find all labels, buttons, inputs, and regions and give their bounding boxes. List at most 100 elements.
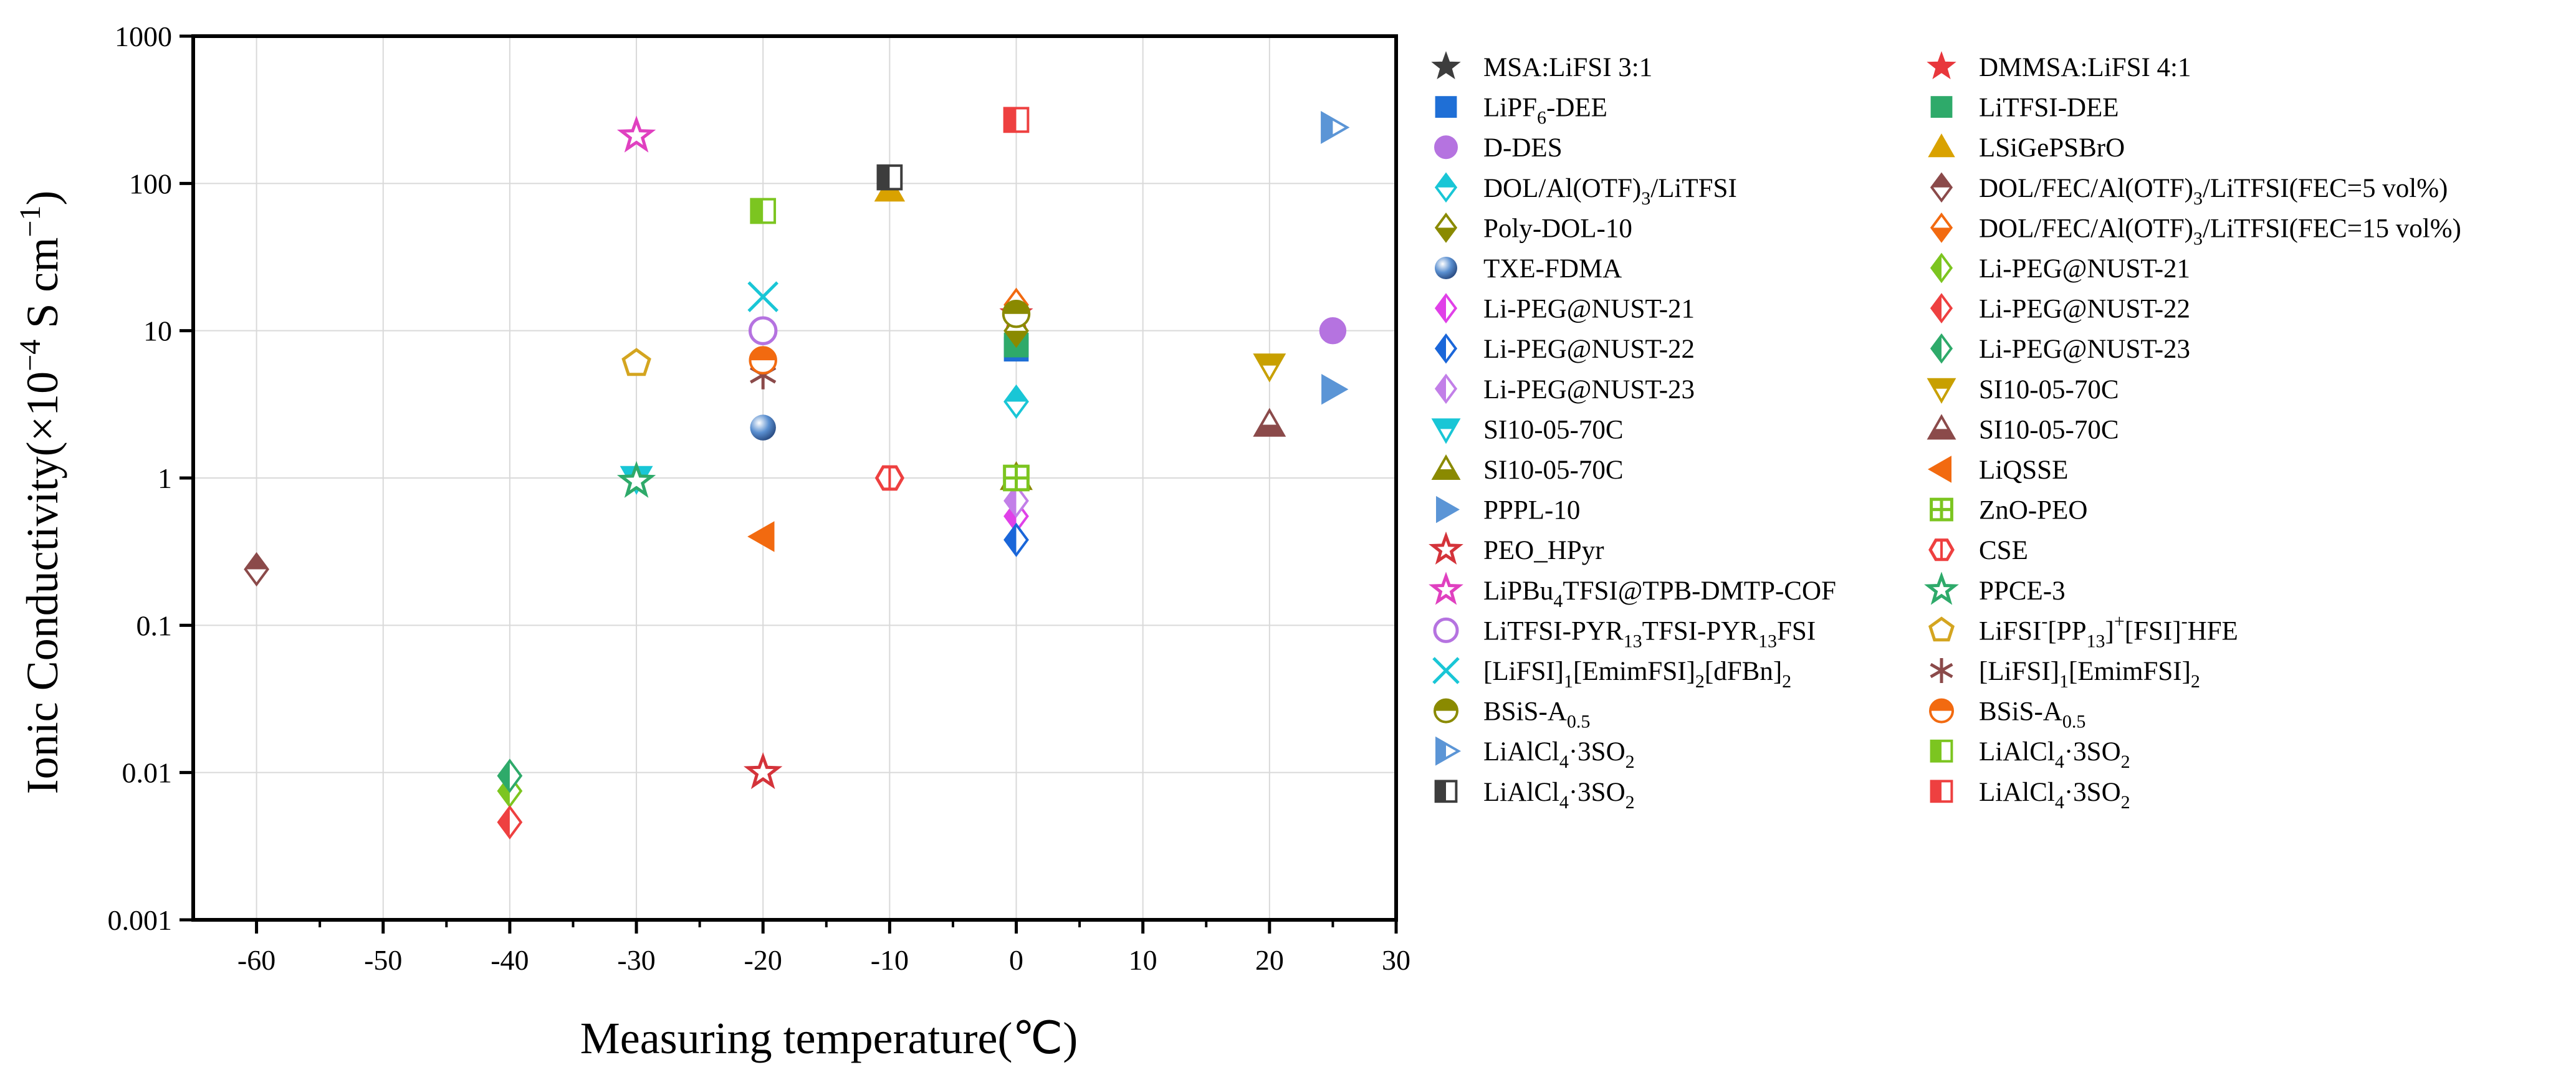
data-point: [749, 346, 777, 375]
legend-label-part: LiTFSI-DEE: [1979, 93, 2119, 123]
legend-label-part: 2: [1626, 792, 1635, 813]
legend-label-part: Li-PEG@NUST-23: [1979, 335, 2190, 364]
legend-marker: [1928, 616, 1955, 642]
data-point: [876, 164, 903, 191]
marker-fill: [1929, 429, 1954, 439]
marker-outline: [1927, 378, 1956, 404]
marker-outline: [244, 552, 269, 587]
marker-outline: [1321, 111, 1350, 144]
legend-item: LiPF6-DEE: [1435, 93, 1607, 128]
marker-shape: [1319, 317, 1347, 345]
marker-outline: [1253, 353, 1286, 383]
marker-outline: [1930, 293, 1953, 323]
x-tick-label: -50: [364, 944, 402, 976]
legend-item: LiAlCl4·3SO2: [1435, 736, 1635, 772]
legend-label: SI10-05-70C: [1483, 415, 1624, 444]
marker-outline: [1930, 252, 1953, 284]
legend-label-part: 4: [1553, 591, 1563, 611]
data-point: [1321, 111, 1350, 144]
marker-fill: [1436, 375, 1446, 402]
legend-label: Poly-DOL-10: [1483, 214, 1632, 243]
marker-outline: [1434, 373, 1458, 404]
legend-item: BSiS-A0.5: [1434, 697, 1590, 732]
marker-shape: [1927, 51, 1956, 80]
legend-label: Li-PEG@NUST-21: [1979, 254, 2190, 284]
legend-item: LiAlCl4·3SO2: [1930, 778, 2130, 813]
legend-label-part: SI10-05-70C: [1979, 375, 2119, 404]
legend-item: LiAlCl4·3SO2: [1434, 778, 1635, 813]
legend-label-part: Poly-DOL-10: [1483, 214, 1632, 243]
legend-marker: [1433, 617, 1459, 643]
legend-label: MSA:LiFSI 3:1: [1483, 53, 1652, 82]
marker-fill: [1255, 355, 1284, 366]
legend-label: LiTFSI-PYR13TFSI-PYR13FSI: [1483, 616, 1816, 651]
marker-outline: [1434, 213, 1458, 243]
marker-outline: [1003, 522, 1029, 557]
legend-label-part: HFE: [2188, 616, 2238, 646]
legend-label-part: 13: [2087, 631, 2105, 651]
legend-label-part: ·3SO: [2064, 778, 2121, 807]
data-points: [244, 107, 1350, 839]
legend-marker: [1434, 698, 1458, 724]
marker-fill: [751, 199, 764, 223]
marker-outline: [1929, 698, 1954, 724]
legend-label-part: 4: [1559, 752, 1569, 772]
legend-label-part: DOL/Al(OTF): [1483, 174, 1641, 203]
legend-item: SI10-05-70C: [1927, 375, 2119, 404]
marker-fill: [499, 807, 510, 838]
legend-marker: [1434, 213, 1458, 243]
legend-label-part: /LiTFSI(FEC=5 vol%): [2203, 174, 2448, 203]
marker-outline: [497, 758, 523, 793]
legend-marker: [1927, 51, 1956, 80]
legend-label: LiAlCl4·3SO2: [1979, 778, 2130, 813]
legend-marker: [1930, 658, 1953, 683]
legend-marker: [1429, 531, 1463, 565]
legend-label: BSiS-A0.5: [1483, 697, 1590, 732]
marker-fill: [750, 347, 776, 361]
legend-marker: [1434, 780, 1458, 803]
marker-fill: [1932, 295, 1942, 322]
marker-shape: [1930, 96, 1953, 118]
legend-label: DOL/FEC/Al(OTF)3/LiTFSI(FEC=5 vol%): [1979, 174, 2448, 209]
legend-label-part: 6: [1537, 108, 1546, 128]
legend-item: CSE: [1928, 536, 2028, 565]
data-point: [497, 758, 523, 793]
legend-marker: [1431, 418, 1461, 444]
marker-fill: [1932, 335, 1942, 362]
legend-marker: [1927, 378, 1956, 404]
legend-label-part: 1: [1564, 671, 1573, 692]
legend-label-part: DOL/FEC/Al(OTF): [1979, 214, 2193, 243]
asterisk-shape: [1930, 658, 1953, 683]
y-tick-label: 0.001: [108, 904, 173, 936]
marker-shape: [1927, 456, 1951, 483]
marker-fill: [1931, 781, 1942, 802]
marker-outline: [1930, 739, 1953, 763]
legend-label-part: SI10-05-70C: [1483, 415, 1624, 444]
legend-label-part: LiAlCl: [1979, 737, 2055, 767]
marker-shape: [1434, 135, 1458, 160]
tick-labels: -60 -50 -40 -30 -20 -10 0 10 20 30 0.001 0.01 0.1 1 10…: [108, 21, 1411, 976]
legend-label-part: /LiTFSI(FEC=15 vol%): [2203, 214, 2461, 243]
legend-item: Li-PEG@NUST-21: [1930, 252, 2190, 284]
legend-marker: [1435, 736, 1462, 766]
legend-item: Li-PEG@NUST-21: [1434, 293, 1695, 324]
data-point: [750, 198, 777, 224]
legend-item: Li-PEG@NUST-22: [1434, 333, 1695, 364]
legend-marker: [1930, 96, 1953, 118]
legend-item: DOL/Al(OTF)3/LiTFSI: [1434, 172, 1737, 209]
marker-outline: [1434, 172, 1458, 203]
legend-label: Li-PEG@NUST-21: [1483, 295, 1695, 324]
legend-label: PPCE-3: [1979, 576, 2066, 606]
data-point: [748, 316, 778, 345]
data-point: [1319, 317, 1347, 345]
data-point: [621, 348, 651, 376]
marker-fill: [1434, 419, 1458, 429]
legend-marker: [1924, 571, 1959, 605]
legend-item: Li-PEG@NUST-23: [1930, 333, 2190, 364]
legend-marker: [1434, 333, 1458, 364]
marker-cross: [1004, 466, 1028, 490]
legend-label-part: Li-PEG@NUST-23: [1483, 375, 1695, 404]
legend-item: LSiGePSBrO: [1928, 133, 2125, 163]
legend-label: LiPBu4TFSI@TPB-DMTP-COF: [1483, 576, 1836, 611]
y-tick-label: 0.1: [136, 609, 173, 641]
